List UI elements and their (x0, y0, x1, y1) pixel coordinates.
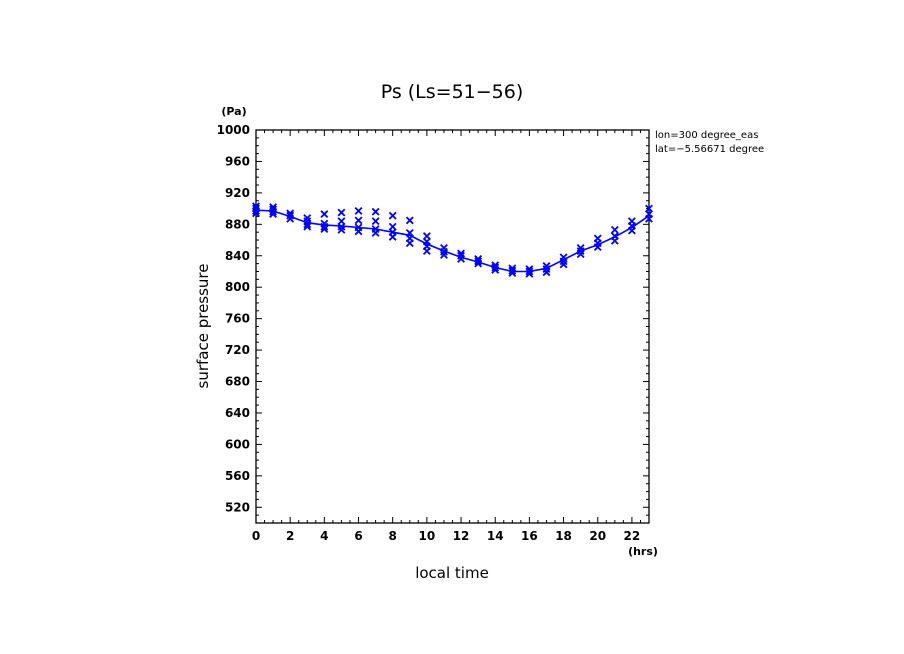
annotation-lon: lon=300 degree_eas (655, 130, 758, 141)
x-tick-label: 20 (589, 529, 606, 543)
data-point-marker (508, 269, 517, 277)
data-point-marker (593, 243, 602, 252)
data-point-marker (337, 208, 346, 217)
y-unit: (Pa) (221, 105, 246, 118)
data-point-marker (474, 259, 483, 268)
x-unit: (hrs) (628, 545, 658, 558)
x-tick-label: 18 (555, 529, 572, 543)
data-point-marker (371, 207, 380, 216)
data-point-marker (491, 265, 500, 274)
data-point-marker (286, 214, 295, 223)
y-tick-label: 520 (225, 500, 250, 514)
y-axis-label: surface pressure (194, 264, 212, 389)
data-point-marker (405, 239, 414, 248)
x-tick-label: 16 (521, 529, 538, 543)
x-tick-label: 2 (286, 529, 294, 543)
axes: 5205606006406807207608008408809209601000… (217, 123, 650, 543)
data-point-marker (627, 226, 636, 235)
y-tick-label: 1000 (217, 123, 250, 137)
y-tick-label: 760 (225, 312, 250, 326)
data-point-marker (371, 217, 380, 226)
x-tick-label: 4 (320, 529, 328, 543)
x-tick-label: 12 (453, 529, 470, 543)
data-point-marker (491, 263, 500, 272)
data-point-marker (474, 257, 483, 266)
data-point-marker (645, 214, 653, 223)
data-point-marker (508, 266, 517, 275)
y-tick-label: 800 (225, 280, 250, 294)
data-point-marker (320, 210, 329, 219)
data-point-marker (269, 210, 278, 219)
x-tick-label: 0 (252, 529, 260, 543)
y-tick-label: 920 (225, 186, 250, 200)
y-tick-label: 560 (225, 469, 250, 483)
y-tick-label: 960 (225, 154, 250, 168)
data-point-marker (252, 207, 260, 215)
x-tick-label: 8 (389, 529, 397, 543)
y-tick-label: 600 (225, 437, 250, 451)
data-point-marker (371, 229, 380, 237)
y-tick-label: 880 (225, 217, 250, 231)
data-point-marker (542, 268, 551, 277)
data-point-marker (440, 251, 448, 259)
x-tick-label: 10 (419, 529, 436, 543)
data-point-marker (559, 260, 568, 269)
data-point-marker (269, 207, 278, 216)
data-point-marker (405, 216, 414, 225)
data-point-marker (610, 236, 619, 245)
data-point-marker (320, 222, 329, 231)
x-tick-label: 6 (354, 529, 362, 543)
data-point-marker (320, 225, 329, 233)
data-point-marker (525, 269, 534, 278)
chart-title: Ps (Ls=51−56) (381, 81, 524, 103)
data-point-marker (354, 207, 363, 215)
data-point-marker (388, 211, 397, 220)
annotation-lat: lat=−5.56671 degree (655, 144, 764, 155)
data-point-marker (576, 250, 585, 259)
data-point-marker (422, 247, 431, 255)
data-point-marker (457, 254, 465, 263)
x-axis-label: local time (415, 564, 489, 582)
y-tick-label: 840 (225, 249, 250, 263)
y-tick-label: 640 (225, 406, 250, 420)
mean-pressure-line (255, 209, 650, 273)
data-point-marker (354, 216, 363, 225)
data-point-marker (252, 209, 260, 218)
data-point-marker (303, 220, 312, 229)
plot-frame (255, 129, 650, 524)
y-tick-label: 720 (225, 343, 250, 357)
data-point-marker (525, 267, 534, 276)
data-point-marker (388, 232, 397, 241)
y-tick-label: 680 (225, 375, 250, 389)
data-point-marker (337, 225, 346, 234)
plot-area (252, 202, 653, 278)
data-point-marker (303, 222, 312, 231)
x-tick-label: 14 (487, 529, 504, 543)
data-point-marker (354, 227, 363, 236)
data-point-marker (610, 225, 619, 234)
x-tick-label: 22 (624, 529, 641, 543)
